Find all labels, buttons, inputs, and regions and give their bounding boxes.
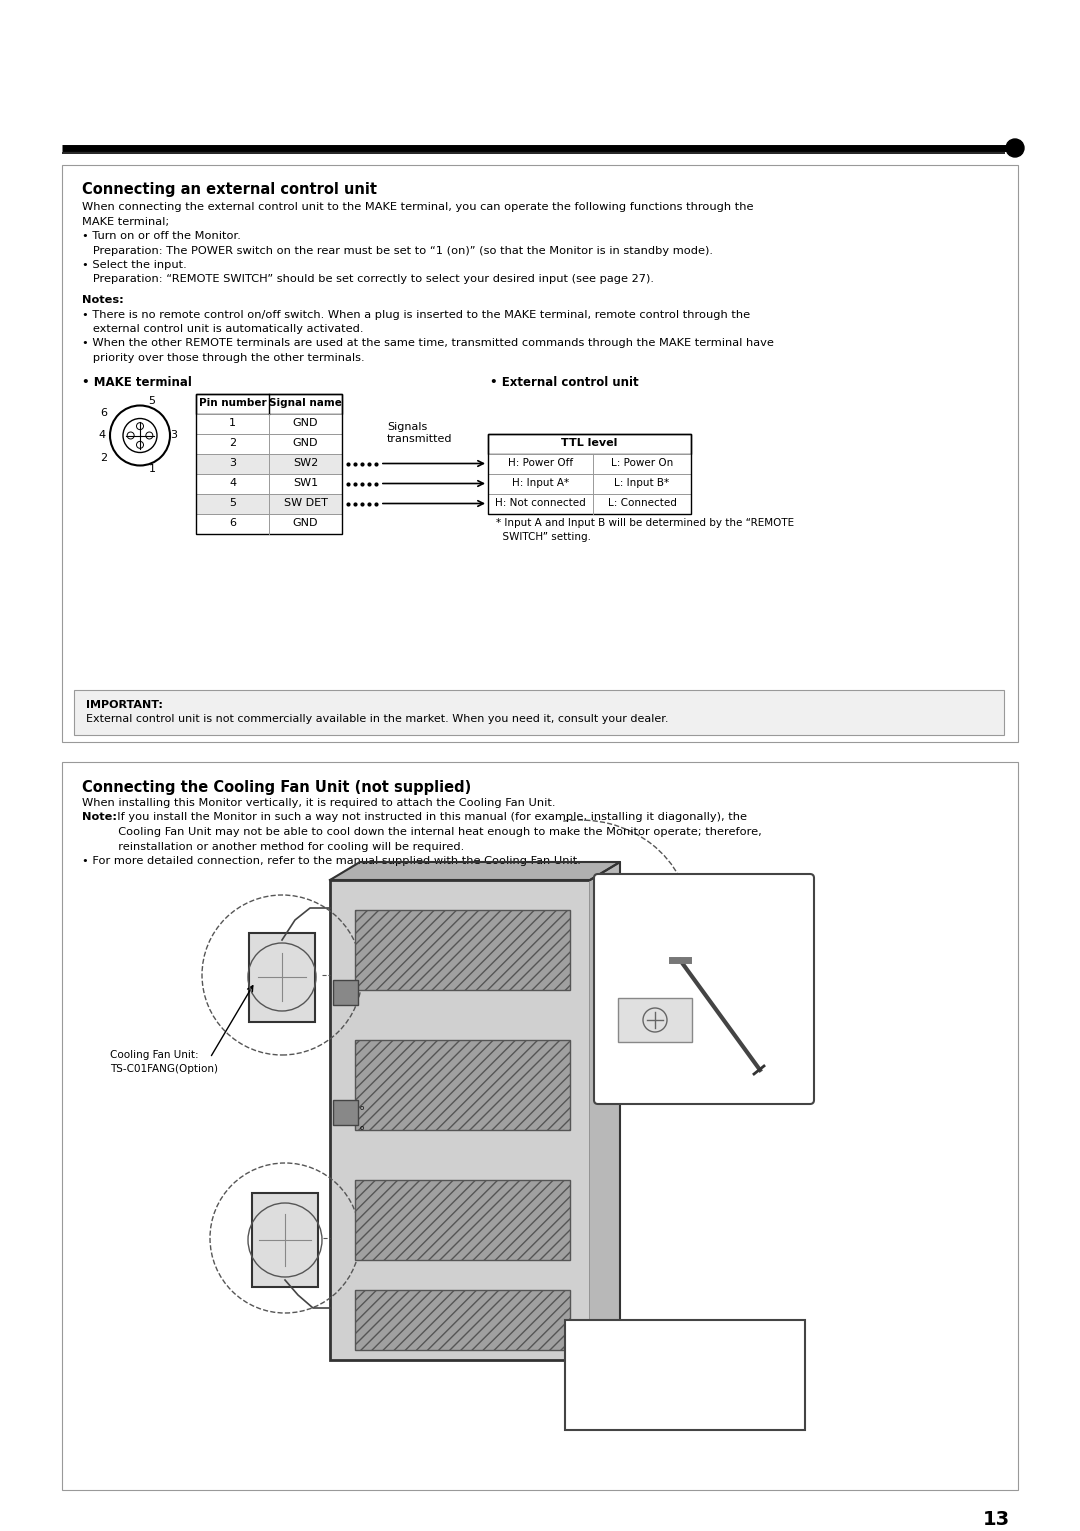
Text: reinstallation or another method for cooling will be required.: reinstallation or another method for coo… [82,842,464,851]
Text: transmitted: transmitted [387,435,453,444]
Text: • For more detailed connection, refer to the manual supplied with the Cooling Fa: • For more detailed connection, refer to… [82,856,581,867]
Text: o: o [360,1105,364,1112]
Text: When installing this Monitor vertically, it is required to attach the Cooling Fa: When installing this Monitor vertically,… [82,798,555,808]
FancyBboxPatch shape [195,473,342,493]
Text: Signal name: Signal name [269,398,342,409]
FancyBboxPatch shape [488,473,691,493]
FancyBboxPatch shape [195,493,342,513]
Polygon shape [330,862,620,880]
FancyBboxPatch shape [195,413,342,433]
Text: vertically, consult your dealer.: vertically, consult your dealer. [579,1367,758,1379]
Text: • External control unit: • External control unit [490,375,638,389]
Text: Note:: Note: [82,813,117,822]
Text: External control unit is not commercially available in the market. When you need: External control unit is not commerciall… [86,713,669,724]
FancyBboxPatch shape [565,1320,805,1430]
Text: external control unit is automatically activated.: external control unit is automatically a… [82,325,364,334]
FancyBboxPatch shape [355,1291,570,1350]
Text: L: Power On: L: Power On [611,458,673,468]
FancyBboxPatch shape [488,493,691,513]
Text: • There is no remote control on/off switch. When a plug is inserted to the MAKE : • There is no remote control on/off swit… [82,309,751,320]
Text: * Input A and Input B will be determined by the “REMOTE: * Input A and Input B will be determined… [496,519,794,528]
FancyBboxPatch shape [333,980,357,1004]
Text: L: Input B*: L: Input B* [615,479,670,488]
Circle shape [146,432,153,439]
FancyBboxPatch shape [355,1040,570,1130]
Text: • Select the input.: • Select the input. [82,260,187,269]
Text: priority over those through the other terminals.: priority over those through the other te… [82,354,365,363]
Text: GND: GND [293,418,319,429]
FancyBboxPatch shape [62,165,1018,743]
Text: • Turn on or off the Monitor.: • Turn on or off the Monitor. [82,231,241,240]
Text: 13: 13 [983,1510,1010,1529]
Text: Pin number: Pin number [199,398,267,409]
Text: • When the other REMOTE terminals are used at the same time, transmitted command: • When the other REMOTE terminals are us… [82,338,774,349]
Circle shape [136,423,144,430]
Text: 3: 3 [229,458,237,468]
Text: • MAKE terminal: • MAKE terminal [82,375,192,389]
Text: 2: 2 [100,453,108,462]
Text: 5: 5 [229,499,237,508]
FancyBboxPatch shape [195,393,342,413]
Text: Cooling Fan Unit:: Cooling Fan Unit: [110,1050,199,1059]
FancyBboxPatch shape [355,909,570,991]
FancyBboxPatch shape [618,998,692,1043]
Text: SW DET: SW DET [284,499,327,508]
Text: 4: 4 [98,430,106,441]
FancyBboxPatch shape [62,762,1018,1490]
Text: MAKE terminal;: MAKE terminal; [82,216,170,227]
Circle shape [127,432,134,439]
Text: 3: 3 [171,430,177,441]
Text: Preparation: The POWER switch on the rear must be set to “1 (on)” (so that the M: Preparation: The POWER switch on the rea… [82,245,713,256]
FancyBboxPatch shape [75,690,1004,735]
Text: SW1: SW1 [293,479,319,488]
Text: Preparation: “REMOTE SWITCH” should be set correctly to select your desired inpu: Preparation: “REMOTE SWITCH” should be s… [82,274,654,285]
FancyBboxPatch shape [195,433,342,453]
Circle shape [136,441,144,449]
Text: Connecting the Cooling Fan Unit (not supplied): Connecting the Cooling Fan Unit (not sup… [82,779,471,795]
FancyBboxPatch shape [355,1180,570,1260]
FancyBboxPatch shape [330,880,590,1360]
FancyBboxPatch shape [488,433,691,453]
Text: H: Not connected: H: Not connected [495,499,585,508]
FancyBboxPatch shape [333,1099,357,1125]
Text: 1: 1 [229,418,237,429]
Text: 2: 2 [229,438,237,449]
FancyBboxPatch shape [195,513,342,533]
Text: If you install the Monitor in such a way not instructed in this manual (for exam: If you install the Monitor in such a way… [110,813,747,822]
Text: H: Power Off: H: Power Off [508,458,573,468]
FancyBboxPatch shape [249,932,315,1023]
Text: H: Input A*: H: Input A* [512,479,569,488]
Text: GND: GND [293,519,319,528]
Text: When installing the Monitor: When installing the Monitor [579,1352,743,1366]
Text: 6: 6 [229,519,237,528]
Text: 4: 4 [229,479,237,488]
Text: IMPORTANT:: IMPORTANT: [86,700,163,710]
Text: 5: 5 [149,397,156,407]
Text: When connecting the external control unit to the MAKE terminal, you can operate : When connecting the external control uni… [82,202,754,211]
Text: IMPORTANT:: IMPORTANT: [579,1337,661,1349]
Text: Signals: Signals [387,421,428,432]
Text: 6: 6 [100,407,108,418]
FancyBboxPatch shape [594,874,814,1104]
Text: Notes:: Notes: [82,295,124,305]
Text: GND: GND [293,438,319,449]
Circle shape [1005,139,1024,158]
FancyBboxPatch shape [488,453,691,473]
FancyBboxPatch shape [252,1193,318,1288]
FancyBboxPatch shape [195,453,342,473]
Text: o: o [360,1125,364,1131]
Text: TTL level: TTL level [562,438,618,449]
Text: SW2: SW2 [293,458,319,468]
Text: L: Connected: L: Connected [608,499,676,508]
Text: Cooling Fan Unit may not be able to cool down the internal heat enough to make t: Cooling Fan Unit may not be able to cool… [82,827,761,837]
Text: TS-C01FANG(Option): TS-C01FANG(Option) [110,1064,218,1075]
Polygon shape [590,862,620,1360]
Text: SWITCH” setting.: SWITCH” setting. [496,531,591,542]
Text: 1: 1 [149,464,156,475]
Text: Connecting an external control unit: Connecting an external control unit [82,182,377,197]
